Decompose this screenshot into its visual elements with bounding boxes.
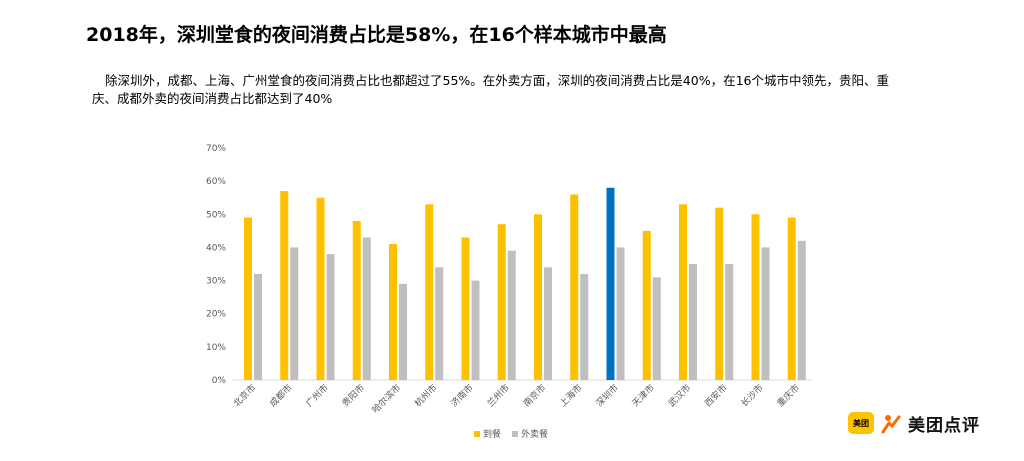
bar-dine-in [570,194,579,380]
y-tick-label: 40% [206,243,226,253]
bar-takeout [652,277,661,380]
bar-dine-in [642,230,651,380]
bar-dine-in [316,197,325,380]
bar-takeout [254,273,262,380]
bar-takeout [435,267,444,380]
x-category-label: 贵阳市 [339,382,367,410]
bar-dine-in [244,217,252,380]
x-category-label: 南京市 [521,382,549,410]
y-tick-label: 0% [212,376,227,386]
bar-takeout [399,283,407,380]
bar-dine-in [606,187,615,380]
bar-takeout [290,247,299,380]
legend-swatch [474,431,480,437]
x-category-label: 长沙市 [738,382,766,410]
chart-title: 2018年，深圳堂食的夜间消费占比是58%，在16个样本城市中最高 [86,24,667,46]
legend-label: 外卖餐 [521,428,548,440]
bar-takeout [580,273,589,380]
bar-takeout [507,250,516,380]
x-category-label: 西安市 [702,382,730,410]
bar-dine-in [280,191,289,380]
logo-text: 美团点评 [908,415,980,436]
x-category-label: 兰州市 [484,382,512,410]
bar-dine-in [497,224,506,380]
bar-takeout [725,264,734,380]
y-tick-label: 30% [206,277,226,287]
x-category-label: 上海市 [557,382,585,410]
y-tick-label: 70% [206,144,226,154]
y-tick-label: 20% [206,310,226,320]
bar-dine-in [715,207,724,380]
x-category-label: 广州市 [303,382,331,410]
legend-label: 到餐 [483,428,501,440]
y-tick-label: 10% [206,343,226,353]
x-category-label: 哈尔滨市 [369,382,403,416]
x-category-label: 杭州市 [412,382,440,410]
bar-takeout [761,247,770,380]
x-category-label: 深圳市 [593,382,621,410]
meituan-mascot-icon [880,412,902,434]
x-category-label: 成都市 [267,382,295,410]
bar-takeout [689,264,697,380]
bar-dine-in [787,217,796,380]
bar-dine-in [425,204,434,380]
bar-dine-in [679,204,687,380]
bar-dine-in [389,244,397,380]
bar-takeout [797,240,806,380]
chart-description: 除深圳外，成都、上海、广州堂食的夜间消费占比也都超过了55%。在外卖方面，深圳的… [92,73,889,106]
bar-dine-in [751,214,760,380]
x-category-label: 武汉市 [666,382,694,410]
y-tick-label: 50% [206,210,226,220]
x-category-label: 北京市 [231,382,259,410]
meituan-badge-icon: 美团 [848,412,874,434]
meituan-dianping-logo: 美团 美团点评 [848,410,980,436]
x-category-label: 天津市 [629,382,657,410]
legend-swatch [512,431,518,437]
y-tick-label: 60% [206,177,226,187]
x-category-label: 重庆市 [774,382,802,410]
bar-takeout [471,280,480,380]
bar-takeout [616,247,625,380]
bar-takeout [326,254,335,380]
bar-takeout [362,237,371,380]
x-category-label: 济南市 [448,382,476,410]
bar-takeout [544,267,552,380]
bar-dine-in [461,237,470,380]
bar-dine-in [352,220,361,380]
bar-dine-in [534,214,542,380]
